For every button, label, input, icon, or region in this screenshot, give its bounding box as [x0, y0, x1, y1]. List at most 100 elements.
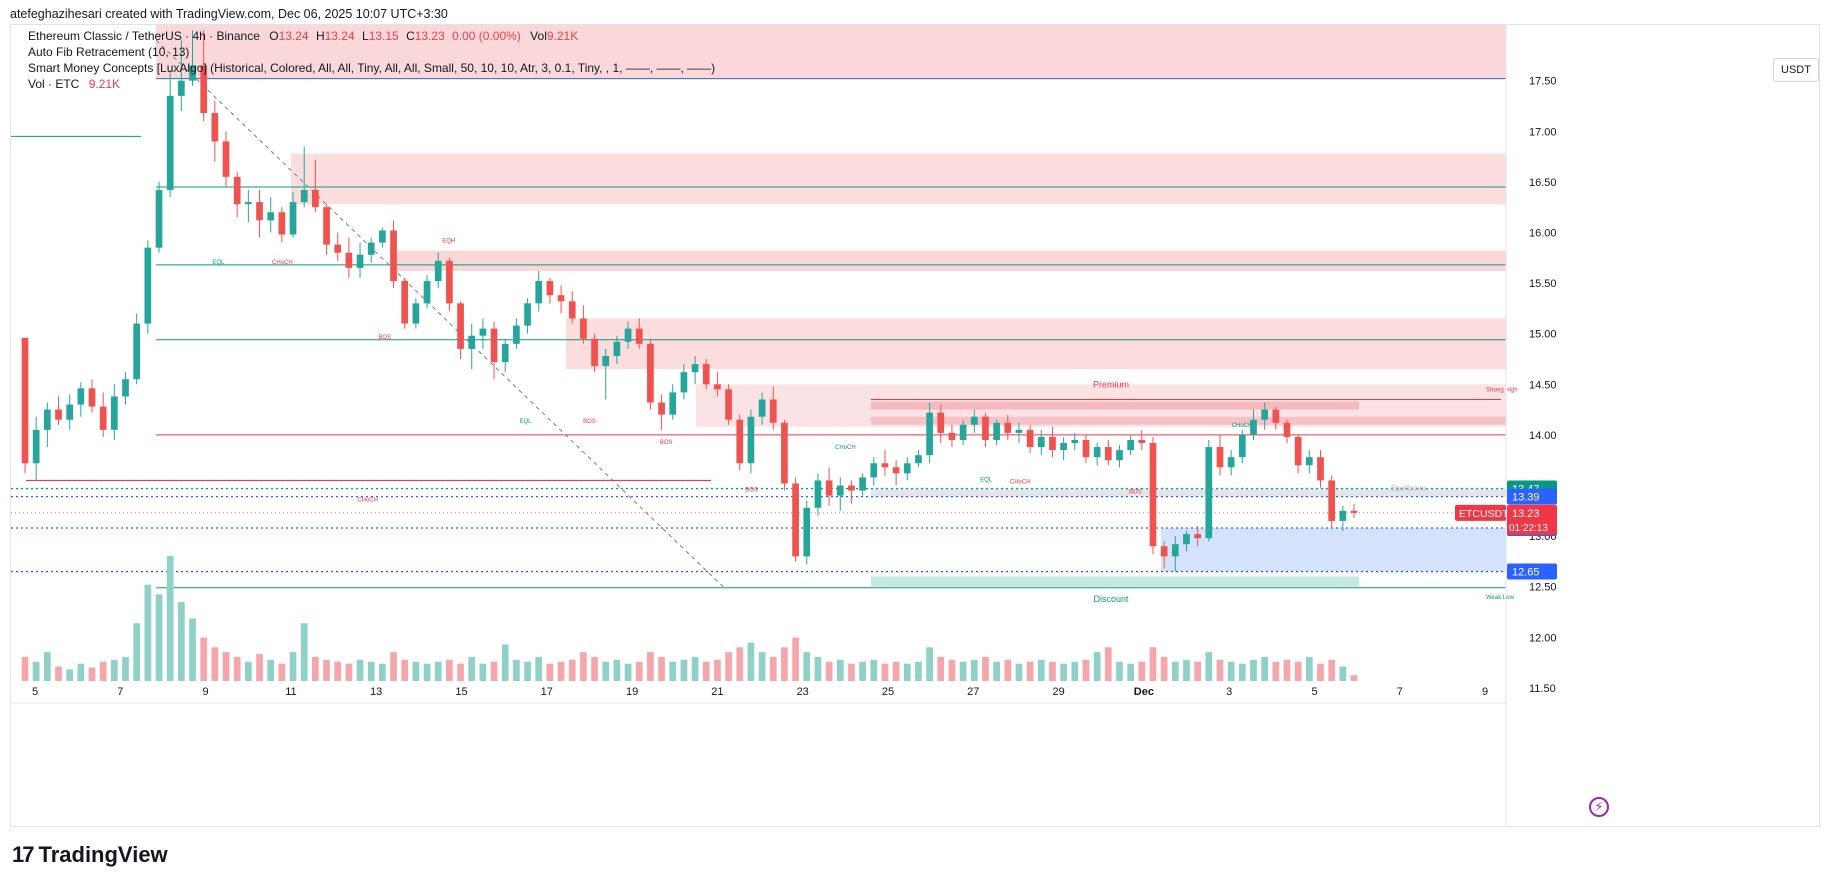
candle-body[interactable]: [892, 467, 900, 474]
candle-body[interactable]: [222, 141, 230, 177]
candle-body[interactable]: [1093, 447, 1101, 458]
candle-body[interactable]: [937, 412, 945, 433]
candle-body[interactable]: [289, 202, 297, 235]
candle-body[interactable]: [1250, 419, 1257, 435]
candle-body[interactable]: [323, 207, 330, 245]
candle-body[interactable]: [144, 247, 152, 324]
candle-body[interactable]: [959, 424, 967, 440]
price-tag[interactable]: [1507, 563, 1557, 580]
candle-body[interactable]: [1305, 457, 1313, 466]
candle-body[interactable]: [825, 480, 833, 496]
candle-body[interactable]: [267, 212, 275, 221]
candle-body[interactable]: [55, 409, 62, 420]
candle-body[interactable]: [1294, 436, 1302, 466]
candle-body[interactable]: [725, 389, 732, 420]
candle-body[interactable]: [189, 65, 196, 81]
candle-body[interactable]: [870, 463, 878, 478]
candle-body[interactable]: [848, 485, 855, 491]
candle-body[interactable]: [948, 432, 956, 440]
candle-body[interactable]: [714, 384, 721, 390]
candle-body[interactable]: [1350, 510, 1358, 513]
candle-body[interactable]: [982, 416, 989, 440]
candle-body[interactable]: [881, 463, 889, 468]
candle-body[interactable]: [1026, 429, 1034, 448]
candle-body[interactable]: [1238, 434, 1246, 458]
candle-body[interactable]: [602, 355, 610, 367]
candle-body[interactable]: [647, 343, 654, 403]
candle-body[interactable]: [1171, 544, 1179, 557]
candle-body[interactable]: [669, 392, 677, 415]
candle-body[interactable]: [345, 252, 353, 268]
candle-body[interactable]: [1194, 534, 1201, 539]
candle-body[interactable]: [457, 303, 464, 349]
candle-body[interactable]: [1216, 447, 1224, 468]
candle-body[interactable]: [1004, 422, 1012, 433]
candle-body[interactable]: [379, 230, 386, 243]
candle-body[interactable]: [1205, 447, 1213, 539]
candle-body[interactable]: [680, 372, 688, 393]
candle-body[interactable]: [1037, 436, 1045, 448]
candle-body[interactable]: [1104, 447, 1112, 461]
candle-body[interactable]: [43, 409, 51, 430]
candle-body[interactable]: [915, 455, 922, 464]
candle-body[interactable]: [747, 416, 755, 464]
candle-body[interactable]: [21, 337, 29, 464]
candle-body[interactable]: [446, 260, 453, 304]
price-chart[interactable]: Premium Discount Equilibrium Strong High Wea…: [11, 25, 1819, 826]
candle-body[interactable]: [490, 328, 498, 363]
candle-body[interactable]: [993, 422, 1000, 440]
candle-body[interactable]: [278, 212, 286, 235]
candle-body[interactable]: [691, 364, 699, 373]
currency-button[interactable]: USDT: [1773, 58, 1819, 82]
candle-body[interactable]: [758, 399, 766, 417]
candle-body[interactable]: [211, 113, 219, 142]
legend-indicator-fib[interactable]: Auto Fib Retracement (10, 13): [28, 45, 190, 59]
candle-body[interactable]: [568, 301, 576, 319]
legend-symbol[interactable]: Ethereum Classic / TetherUS · 4h · Binan…: [28, 29, 260, 43]
candle-body[interactable]: [66, 404, 74, 420]
candle-body[interactable]: [1227, 457, 1235, 468]
candle-body[interactable]: [836, 485, 844, 496]
candle-body[interactable]: [122, 379, 129, 397]
candle-body[interactable]: [792, 483, 799, 557]
candle-body[interactable]: [166, 95, 174, 190]
candle-body[interactable]: [1149, 443, 1157, 547]
price-tag[interactable]: [1507, 488, 1557, 505]
candle-body[interactable]: [613, 341, 621, 356]
candle-body[interactable]: [557, 295, 565, 302]
candle-body[interactable]: [99, 406, 107, 430]
candle-body[interactable]: [1071, 439, 1079, 444]
candle-body[interactable]: [434, 260, 442, 282]
last-price-tag[interactable]: [1507, 504, 1557, 535]
candle-body[interactable]: [200, 65, 208, 114]
candle-body[interactable]: [77, 388, 85, 405]
candle-body[interactable]: [312, 189, 319, 208]
candle-body[interactable]: [334, 244, 342, 253]
candle-body[interactable]: [702, 364, 710, 385]
candle-body[interactable]: [412, 303, 420, 324]
candle-body[interactable]: [535, 281, 543, 304]
candle-body[interactable]: [658, 402, 665, 415]
candle-body[interactable]: [423, 281, 431, 304]
candle-body[interactable]: [233, 176, 241, 205]
candle-body[interactable]: [468, 335, 476, 349]
candle-body[interactable]: [1015, 429, 1023, 433]
candle-body[interactable]: [803, 507, 811, 557]
candle-body[interactable]: [1272, 409, 1280, 423]
candle-body[interactable]: [1049, 436, 1056, 451]
candle-body[interactable]: [479, 328, 487, 336]
candle-body[interactable]: [513, 325, 520, 344]
symbol-tag[interactable]: [1455, 504, 1506, 521]
candle-body[interactable]: [178, 80, 185, 96]
candle-body[interactable]: [1261, 409, 1269, 420]
candle-body[interactable]: [1082, 439, 1090, 458]
candle-body[interactable]: [110, 396, 118, 430]
candle-body[interactable]: [903, 463, 911, 474]
candle-body[interactable]: [859, 477, 866, 491]
candle-body[interactable]: [1328, 480, 1336, 521]
candle-body[interactable]: [88, 388, 96, 407]
candle-body[interactable]: [256, 202, 263, 221]
candle-body[interactable]: [133, 323, 141, 380]
candle-body[interactable]: [546, 281, 554, 296]
candle-body[interactable]: [591, 338, 598, 367]
